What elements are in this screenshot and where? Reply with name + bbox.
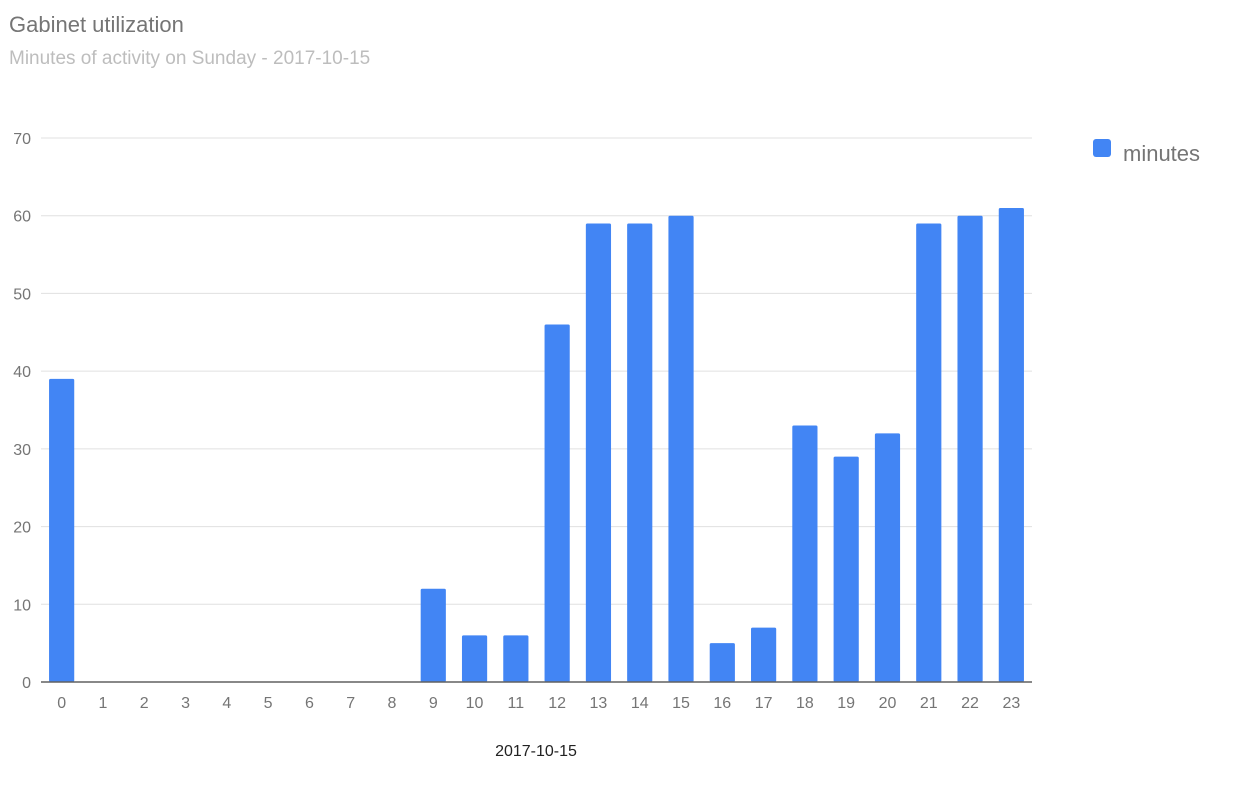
x-axis-title: 2017-10-15 xyxy=(495,743,577,760)
x-tick-label: 17 xyxy=(755,695,773,712)
x-tick-label: 6 xyxy=(305,695,314,712)
bar[interactable] xyxy=(585,223,612,682)
x-tick-label: 11 xyxy=(508,695,525,712)
chart-title: Gabinet utilization xyxy=(9,12,184,37)
x-tick-label: 5 xyxy=(264,695,273,712)
x-tick-label: 14 xyxy=(631,695,649,712)
y-tick-label: 60 xyxy=(13,209,31,226)
bar[interactable] xyxy=(503,635,529,682)
bar[interactable] xyxy=(420,588,446,682)
gridlines xyxy=(41,137,1032,605)
x-tick-label: 13 xyxy=(590,695,608,712)
bar[interactable] xyxy=(49,378,75,682)
x-tick-label: 18 xyxy=(796,695,814,712)
x-tick-label: 10 xyxy=(466,695,484,712)
bar[interactable] xyxy=(751,627,777,682)
x-tick-label: 3 xyxy=(181,695,190,712)
y-axis-ticks: 0 10 20 30 40 50 60 70 xyxy=(13,131,31,692)
y-tick-label: 0 xyxy=(22,675,31,692)
x-tick-label: 0 xyxy=(57,695,66,712)
bar[interactable] xyxy=(792,425,818,682)
y-tick-label: 10 xyxy=(13,597,31,614)
x-tick-label: 8 xyxy=(388,695,397,712)
y-tick-label: 30 xyxy=(13,442,31,459)
x-tick-label: 7 xyxy=(346,695,355,712)
y-tick-label: 50 xyxy=(13,286,31,303)
x-tick-label: 19 xyxy=(837,695,855,712)
bar[interactable] xyxy=(833,456,859,682)
x-tick-label: 21 xyxy=(920,695,938,712)
bar[interactable] xyxy=(461,635,488,682)
x-tick-label: 9 xyxy=(429,695,438,712)
x-tick-label: 2 xyxy=(140,695,149,712)
bar[interactable] xyxy=(998,207,1024,682)
bar[interactable] xyxy=(627,223,653,682)
bar[interactable] xyxy=(874,433,901,682)
x-tick-label: 15 xyxy=(672,695,690,712)
x-axis-ticks: 0 1 2 3 4 5 6 7 8 9 10 11 12 13 14 15 16 17 18 19 20 21 22 23 xyxy=(57,695,1020,712)
x-tick-label: 23 xyxy=(1002,695,1020,712)
bar[interactable] xyxy=(916,223,942,682)
x-tick-label: 20 xyxy=(879,695,897,712)
chart-subtitle: Minutes of activity on Sunday - 2017-10-… xyxy=(9,48,371,69)
bar[interactable] xyxy=(544,324,570,682)
bar[interactable] xyxy=(709,643,735,682)
bars xyxy=(49,207,1024,682)
bar[interactable] xyxy=(957,215,983,682)
x-tick-label: 12 xyxy=(548,695,566,712)
legend-swatch xyxy=(1093,139,1111,157)
x-tick-label: 4 xyxy=(222,695,231,712)
y-tick-label: 40 xyxy=(13,364,31,381)
x-tick-label: 22 xyxy=(961,695,979,712)
x-tick-label: 1 xyxy=(98,695,107,712)
y-tick-label: 20 xyxy=(13,520,31,537)
legend[interactable]: minutes xyxy=(1093,139,1200,166)
bar[interactable] xyxy=(668,215,694,682)
x-tick-label: 16 xyxy=(713,695,731,712)
y-tick-label: 70 xyxy=(13,131,31,148)
legend-label: minutes xyxy=(1123,141,1200,166)
